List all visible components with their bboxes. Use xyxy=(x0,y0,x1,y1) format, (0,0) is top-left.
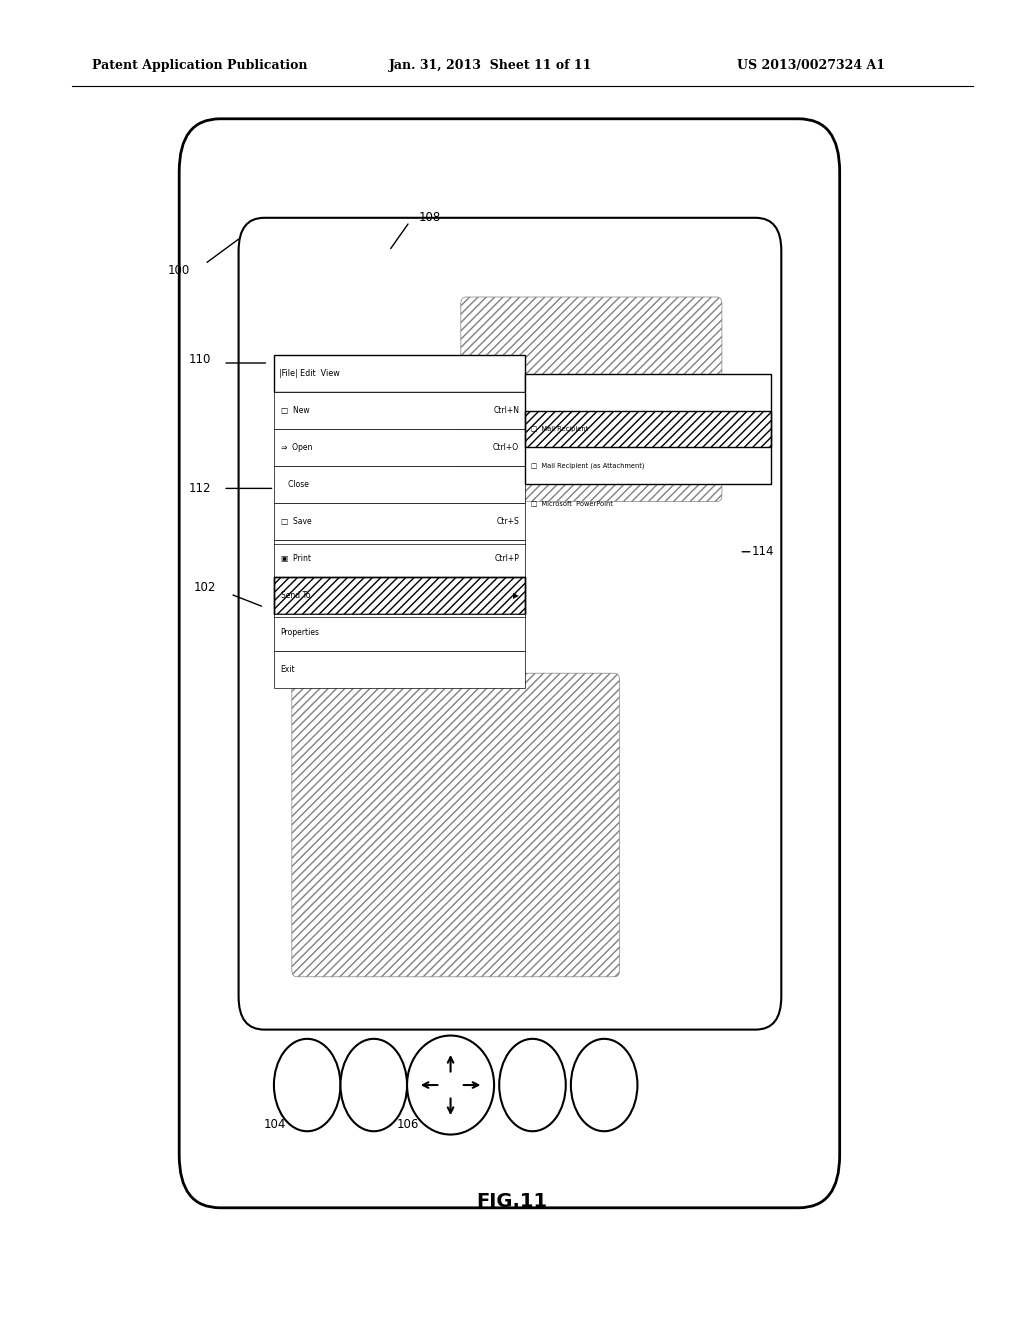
Text: 100: 100 xyxy=(168,264,190,277)
Text: FIG.11: FIG.11 xyxy=(476,1192,548,1210)
Text: Properties: Properties xyxy=(281,628,319,636)
Text: 102: 102 xyxy=(194,581,216,594)
Text: Ctr+S: Ctr+S xyxy=(497,517,519,525)
Text: Ctrl+P: Ctrl+P xyxy=(495,554,519,562)
Text: ▣  Print: ▣ Print xyxy=(281,554,310,562)
Text: 114: 114 xyxy=(752,545,774,558)
Ellipse shape xyxy=(273,1039,340,1131)
FancyBboxPatch shape xyxy=(239,218,781,1030)
Text: Close: Close xyxy=(281,480,308,488)
FancyBboxPatch shape xyxy=(179,119,840,1208)
Bar xyxy=(274,429,525,466)
Text: Jan. 31, 2013  Sheet 11 of 11: Jan. 31, 2013 Sheet 11 of 11 xyxy=(389,59,593,73)
Bar xyxy=(525,374,771,484)
Text: Exit: Exit xyxy=(281,665,295,673)
Text: □  Mail Recipient (as Attachment): □ Mail Recipient (as Attachment) xyxy=(531,463,645,469)
Text: Ctrl+N: Ctrl+N xyxy=(494,407,519,414)
Text: |File| Edit  View: |File| Edit View xyxy=(279,370,339,378)
Bar xyxy=(274,577,525,614)
Text: □  New: □ New xyxy=(281,407,309,414)
Ellipse shape xyxy=(407,1035,494,1135)
Text: Patent Application Publication: Patent Application Publication xyxy=(92,59,307,73)
Text: 110: 110 xyxy=(188,352,211,366)
Bar xyxy=(274,392,525,429)
Text: □  Microsoft  PowerPoint: □ Microsoft PowerPoint xyxy=(531,500,613,506)
Ellipse shape xyxy=(571,1039,637,1131)
Text: 104: 104 xyxy=(263,1118,286,1131)
Ellipse shape xyxy=(500,1039,565,1131)
Bar xyxy=(274,614,525,651)
Text: 112: 112 xyxy=(188,482,211,495)
Text: 106: 106 xyxy=(396,1118,419,1131)
Bar xyxy=(274,651,525,688)
Bar xyxy=(274,503,525,540)
Text: 108: 108 xyxy=(419,211,441,224)
Bar xyxy=(274,577,525,614)
Bar xyxy=(274,466,525,503)
Ellipse shape xyxy=(340,1039,407,1131)
Text: ▶: ▶ xyxy=(513,591,519,599)
Text: ⇒  Open: ⇒ Open xyxy=(281,444,312,451)
Bar xyxy=(274,540,525,577)
Text: □  Save: □ Save xyxy=(281,517,311,525)
Text: Ctrl+O: Ctrl+O xyxy=(493,444,519,451)
Bar xyxy=(525,411,771,447)
Text: Send To: Send To xyxy=(281,591,310,599)
Text: □  Mail Recipient: □ Mail Recipient xyxy=(531,426,589,432)
Text: US 2013/0027324 A1: US 2013/0027324 A1 xyxy=(737,59,886,73)
Bar xyxy=(274,355,525,392)
